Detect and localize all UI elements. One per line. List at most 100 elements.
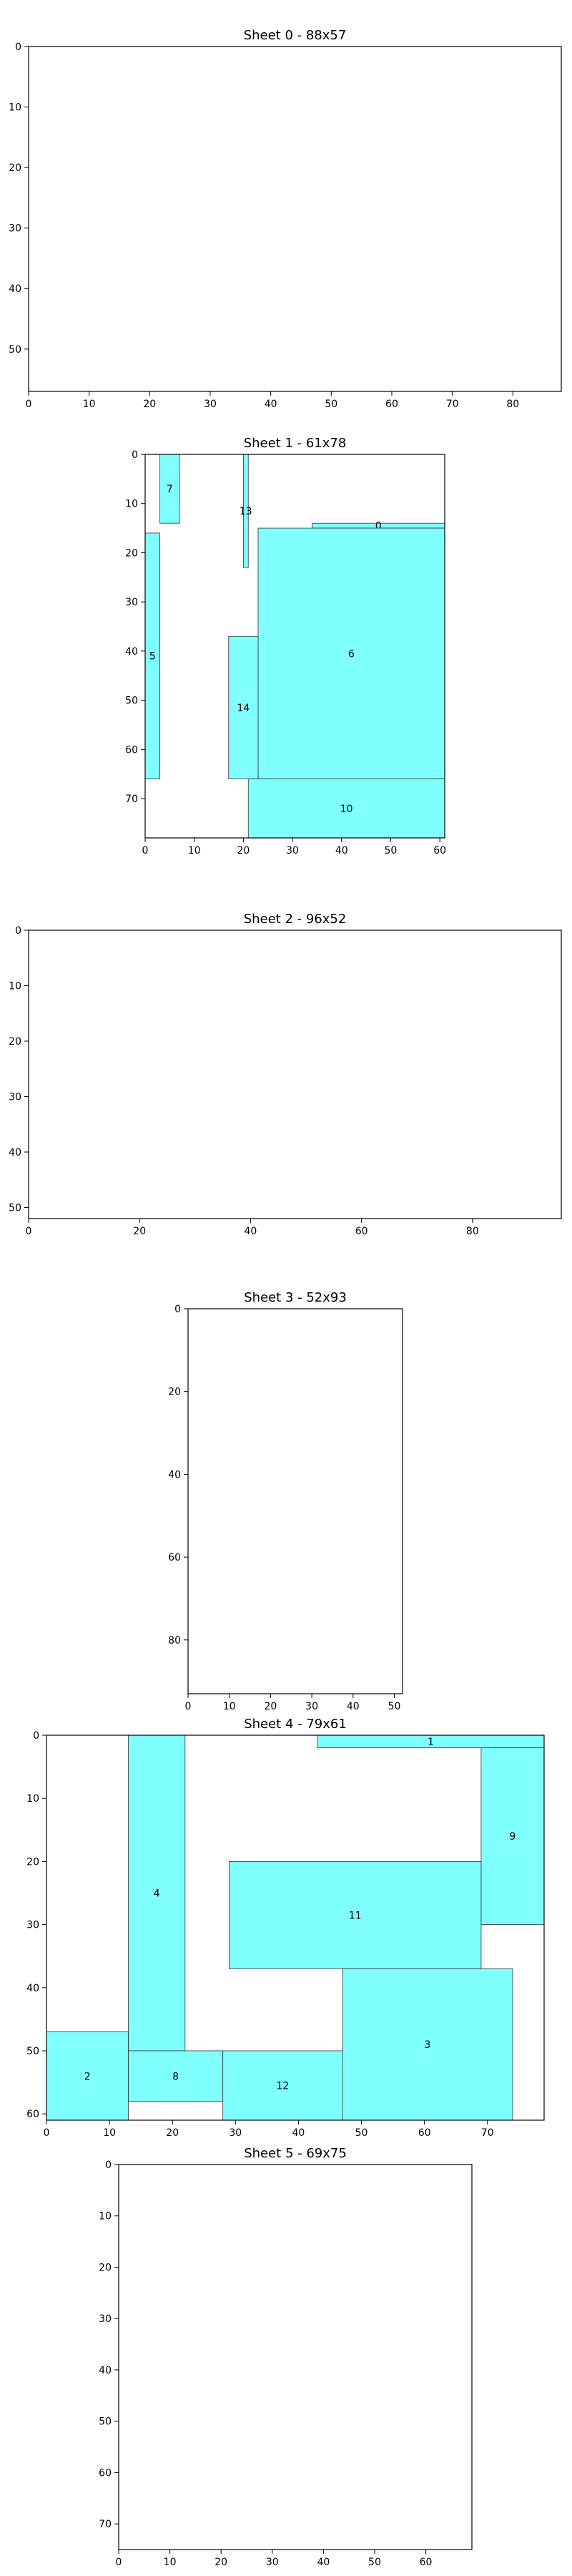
- x-tick-label: 0: [26, 399, 32, 410]
- x-tick-label: 20: [237, 845, 250, 857]
- x-tick-label: 40: [265, 399, 277, 410]
- piece-label: 5: [149, 651, 156, 663]
- y-tick-label: 60: [26, 2109, 39, 2120]
- x-tick-label: 60: [433, 845, 446, 857]
- x-tick-label: 40: [292, 2127, 305, 2139]
- sheet-2: Sheet 2 - 96x52 0 20 40 60 80 0 10 20 30 40 50: [9, 912, 562, 1237]
- y-tick-label: 70: [125, 794, 138, 805]
- piece-label: 2: [84, 2071, 91, 2082]
- x-tick-label: 0: [142, 845, 149, 857]
- sheet-3: Sheet 3 - 52x93 0 10 20 30 40 50 0 20 40 60 80: [168, 1290, 403, 1712]
- sheet-0: Sheet 0 - 88x57 0 10 20 30 40 50 60 70 80 0 10 20 30 4…: [9, 28, 562, 410]
- x-tick-label: 20: [133, 1226, 146, 1237]
- x-tick-label: 60: [355, 1226, 368, 1237]
- piece-label: 7: [167, 484, 173, 495]
- sheet-title: Sheet 3 - 52x93: [244, 1290, 347, 1305]
- x-tick-label: 50: [325, 399, 337, 410]
- sheet-frame: [46, 1735, 545, 2121]
- piece-rect: [342, 1968, 513, 2121]
- x-tick-label: 50: [368, 2557, 381, 2568]
- piece-label: 14: [237, 703, 250, 714]
- x-tick-label: 0: [116, 2557, 122, 2568]
- x-tick-label: 50: [388, 1701, 401, 1712]
- x-tick-label: 30: [305, 1701, 318, 1712]
- sheet-frame: [144, 454, 445, 839]
- piece-label: 0: [375, 521, 382, 532]
- x-tick-label: 20: [214, 2557, 227, 2568]
- sheet-frame: [28, 930, 562, 1219]
- sheet-frame: [187, 1308, 403, 1694]
- piece-rect: [480, 1747, 545, 1925]
- piece-label: 6: [348, 648, 355, 660]
- y-tick-label: 30: [9, 223, 21, 235]
- y-tick-label: 10: [99, 2211, 112, 2223]
- x-tick-label: 60: [418, 2127, 431, 2139]
- y-tick-label: 60: [125, 744, 138, 756]
- piece-label: 10: [340, 804, 353, 815]
- sheet-title: Sheet 4 - 79x61: [244, 1717, 347, 1732]
- y-tick-label: 30: [9, 1092, 21, 1103]
- y-tick-label: 20: [125, 547, 138, 559]
- piece-rect: [247, 779, 445, 839]
- x-tick-label: 0: [185, 1701, 192, 1712]
- piece-rect: [228, 635, 259, 779]
- sheet-title: Sheet 1 - 61x78: [244, 436, 347, 451]
- y-tick-label: 60: [99, 2467, 112, 2479]
- y-tick-label: 0: [174, 1304, 181, 1315]
- x-tick-label: 40: [245, 1226, 257, 1237]
- y-tick-label: 30: [99, 2313, 112, 2325]
- sheet-frame: [28, 46, 562, 392]
- y-tick-label: 20: [9, 1036, 21, 1048]
- x-tick-label: 20: [143, 399, 156, 410]
- sheet-title: Sheet 0 - 88x57: [244, 28, 347, 43]
- x-tick-label: 10: [188, 845, 201, 857]
- x-tick-label: 60: [420, 2557, 433, 2568]
- x-tick-label: 40: [347, 1701, 360, 1712]
- y-tick-label: 40: [9, 1147, 21, 1158]
- y-tick-label: 20: [99, 2262, 112, 2273]
- y-tick-label: 40: [9, 283, 21, 295]
- x-tick-label: 20: [264, 1701, 277, 1712]
- y-tick-label: 80: [168, 1635, 181, 1646]
- x-tick-label: 0: [26, 1226, 32, 1237]
- x-tick-label: 0: [44, 2127, 50, 2139]
- piece-label: 1: [428, 1737, 434, 1748]
- piece-rect: [222, 2050, 343, 2121]
- y-tick-label: 0: [15, 925, 21, 937]
- x-tick-label: 50: [385, 845, 398, 857]
- y-tick-label: 50: [125, 696, 138, 707]
- y-tick-label: 10: [9, 102, 21, 114]
- x-tick-label: 10: [83, 399, 96, 410]
- y-tick-label: 40: [168, 1469, 181, 1480]
- y-tick-label: 50: [99, 2416, 112, 2428]
- sheet-frame: [118, 2164, 473, 2550]
- x-tick-label: 20: [166, 2127, 179, 2139]
- x-tick-label: 60: [385, 399, 398, 410]
- y-tick-label: 10: [9, 981, 21, 992]
- y-tick-label: 70: [99, 2519, 112, 2530]
- x-tick-label: 40: [317, 2557, 330, 2568]
- piece-label: 9: [509, 1831, 516, 1843]
- piece-rect: [128, 1735, 186, 2051]
- y-tick-label: 50: [9, 1203, 21, 1214]
- x-tick-label: 30: [204, 399, 217, 410]
- piece-label: 3: [425, 2039, 431, 2051]
- y-tick-label: 20: [26, 1856, 39, 1868]
- x-tick-label: 30: [266, 2557, 279, 2568]
- piece-rect: [257, 527, 445, 779]
- sheet-title: Sheet 5 - 69x75: [244, 2146, 347, 2161]
- y-tick-label: 10: [125, 499, 138, 510]
- y-tick-label: 10: [26, 1793, 39, 1805]
- x-tick-label: 30: [286, 845, 299, 857]
- piece-label: 4: [154, 1888, 160, 1899]
- x-tick-label: 40: [335, 845, 348, 857]
- y-tick-label: 40: [26, 1983, 39, 1994]
- sheet-title: Sheet 2 - 96x52: [244, 912, 347, 927]
- sheet-1: Sheet 1 - 61x78 0 5 6 7 10 13 14 0 10 20 30 40 50 60 0 1…: [125, 436, 446, 857]
- y-tick-label: 40: [125, 646, 138, 658]
- piece-label: 13: [240, 506, 252, 517]
- y-tick-label: 20: [168, 1387, 181, 1398]
- y-tick-label: 0: [132, 449, 138, 461]
- y-tick-label: 50: [9, 344, 21, 356]
